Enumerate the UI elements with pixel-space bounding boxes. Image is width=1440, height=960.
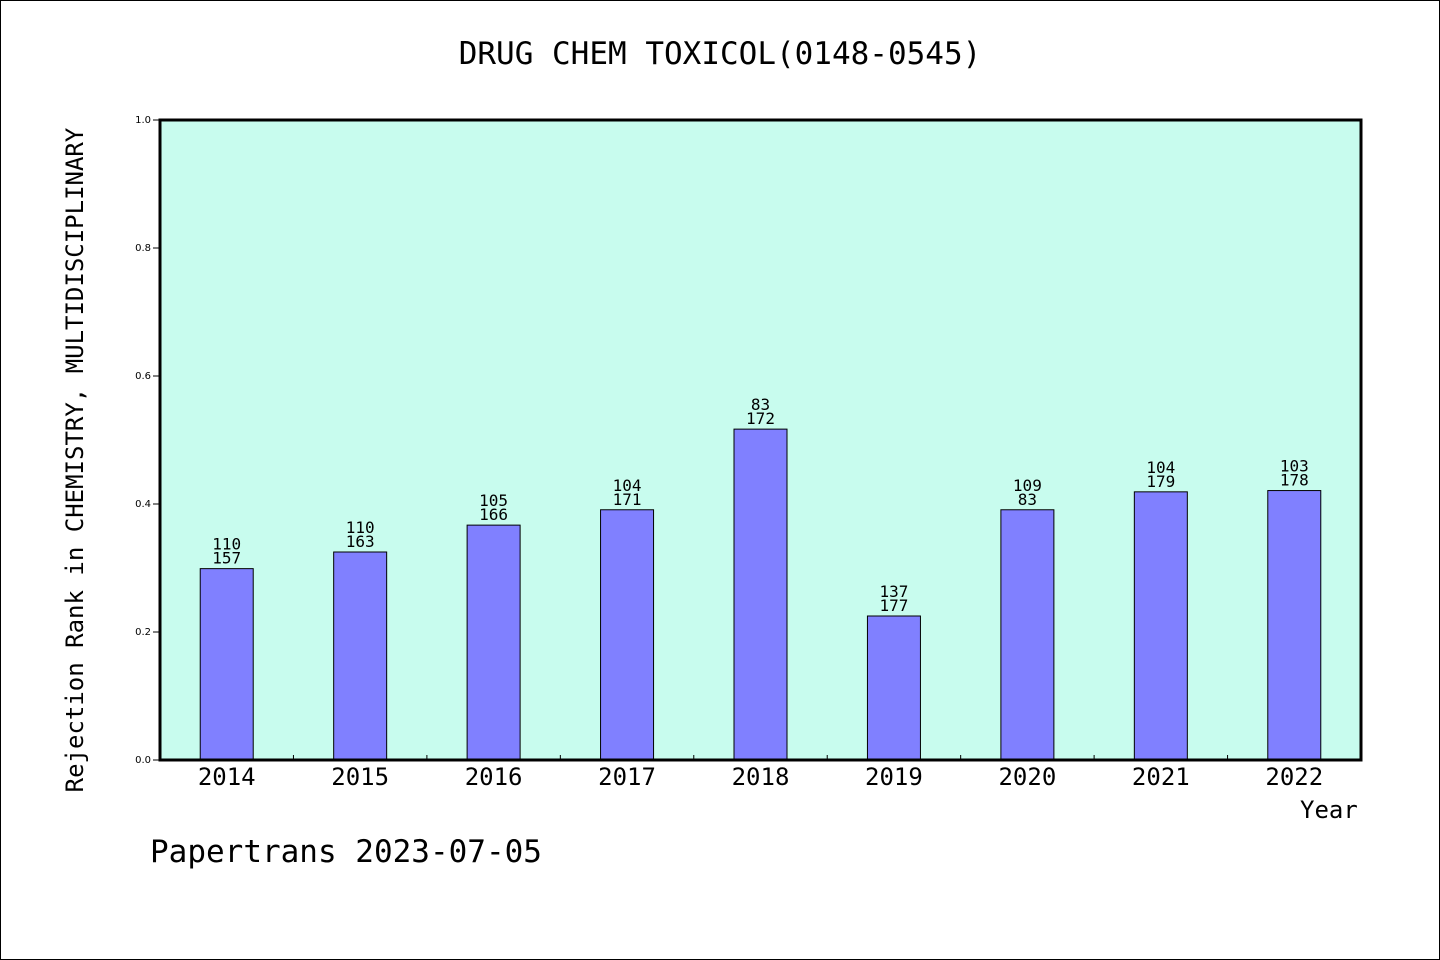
bar-label-bottom: 83 bbox=[1018, 490, 1037, 509]
bar-2017 bbox=[600, 509, 655, 761]
bar-label-top: 109 bbox=[1013, 476, 1042, 495]
bar-label-top: 103 bbox=[1280, 457, 1309, 476]
plot-border bbox=[158, 118, 1363, 762]
bar-2014 bbox=[199, 568, 254, 761]
x-tick-label: 2014 bbox=[198, 763, 256, 791]
y-tick-label: 0.2 bbox=[135, 627, 151, 638]
bar-label-bottom: 178 bbox=[1280, 471, 1309, 490]
bar-2019 bbox=[866, 615, 921, 761]
bar-label-bottom: 172 bbox=[746, 409, 775, 428]
x-tick-label: 2015 bbox=[331, 763, 389, 791]
y-tick-label: 0.0 bbox=[135, 755, 151, 766]
bar-label-top: 110 bbox=[212, 535, 241, 554]
x-tick-label: 2019 bbox=[865, 763, 923, 791]
bar-2021 bbox=[1133, 491, 1188, 761]
x-tick-label: 2017 bbox=[598, 763, 656, 791]
bar-2015 bbox=[333, 551, 388, 761]
y-tick-label: 0.8 bbox=[135, 243, 151, 254]
x-tick-label: 2022 bbox=[1265, 763, 1323, 791]
y-tick-label: 0.6 bbox=[135, 371, 151, 382]
x-tick-label: 2018 bbox=[732, 763, 790, 791]
y-tick-label: 0.4 bbox=[135, 499, 151, 510]
bar-label-top: 137 bbox=[879, 582, 908, 601]
bar-label-bottom: 179 bbox=[1146, 472, 1175, 491]
x-tick-label: 2021 bbox=[1132, 763, 1190, 791]
x-tick-label: 2020 bbox=[998, 763, 1056, 791]
bar-label-top: 104 bbox=[613, 476, 642, 495]
bar-label-bottom: 166 bbox=[479, 505, 508, 524]
bar-label-bottom: 157 bbox=[212, 549, 241, 568]
bar-2016 bbox=[466, 524, 521, 761]
y-tick-label: 1.0 bbox=[135, 115, 151, 126]
bar-label-top: 105 bbox=[479, 491, 508, 510]
bar-2022 bbox=[1267, 490, 1322, 761]
bar-2018 bbox=[733, 428, 788, 761]
x-axis-label: Year bbox=[1300, 796, 1358, 824]
x-tick-label: 2016 bbox=[465, 763, 523, 791]
bar-label-top: 104 bbox=[1146, 458, 1175, 477]
bar-label-bottom: 171 bbox=[613, 490, 642, 509]
chart-title: DRUG CHEM TOXICOL(0148-0545) bbox=[458, 36, 982, 72]
bar-label-bottom: 177 bbox=[879, 596, 908, 615]
footer-watermark: Papertrans 2023-07-05 bbox=[150, 834, 542, 870]
bar-2020 bbox=[1000, 509, 1055, 761]
bar-label-bottom: 163 bbox=[346, 532, 375, 551]
bar-label-top: 110 bbox=[346, 518, 375, 537]
bar-label-top: 83 bbox=[751, 395, 770, 414]
